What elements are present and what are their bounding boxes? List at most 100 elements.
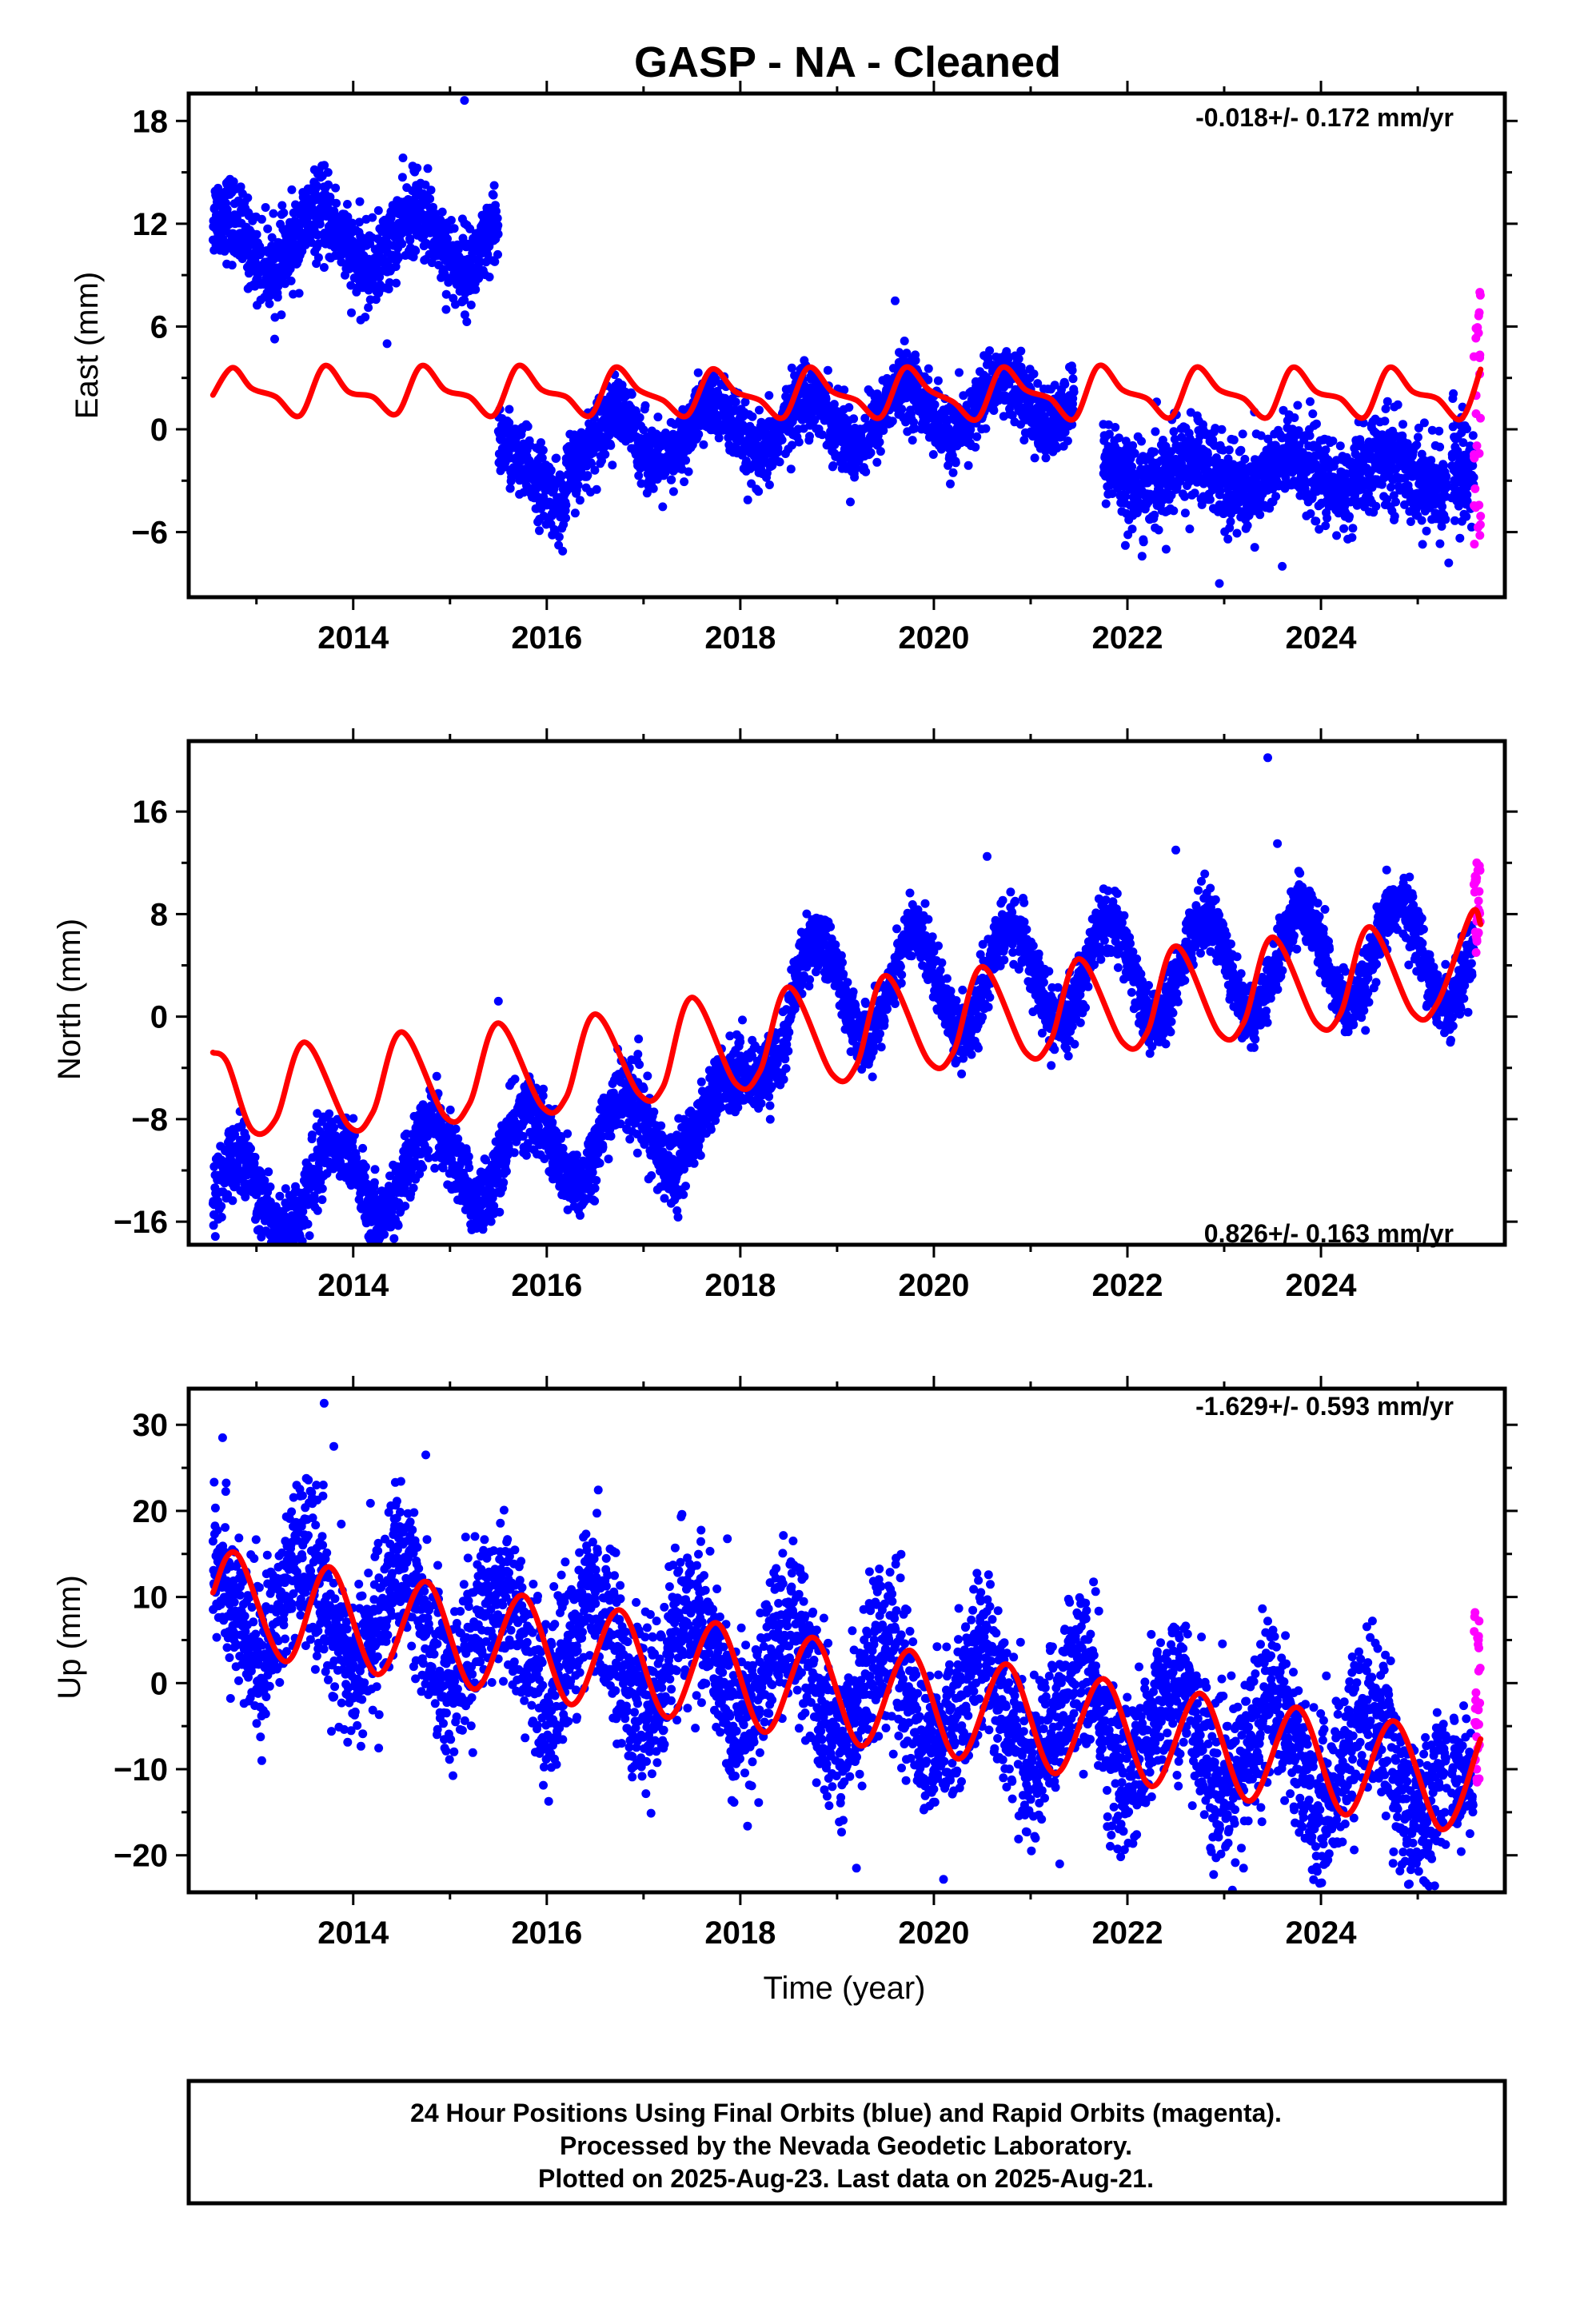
final-orbit-point — [764, 391, 773, 400]
rapid-orbit-point — [1470, 501, 1478, 510]
final-orbit-point — [1111, 423, 1119, 432]
final-orbit-point — [1418, 516, 1426, 525]
final-orbit-point — [1323, 514, 1331, 523]
final-orbit-point — [287, 185, 296, 194]
final-orbit-point — [1336, 441, 1345, 450]
final-orbit-point — [1438, 502, 1446, 511]
final-orbit-point — [1233, 529, 1242, 538]
final-orbit-point — [552, 454, 561, 463]
final-orbit-point — [427, 185, 436, 194]
final-orbit-point — [1151, 427, 1159, 436]
final-orbit-point — [667, 476, 676, 484]
final-orbit-point — [1468, 461, 1477, 470]
final-orbit-point — [1239, 429, 1247, 438]
final-orbit-point — [1293, 401, 1302, 410]
final-orbit-point — [1345, 512, 1354, 521]
final-orbit-point — [912, 356, 920, 365]
final-orbit-point — [989, 406, 998, 415]
final-orbit-point — [1382, 405, 1390, 413]
final-orbit-point — [273, 293, 282, 301]
final-orbit-point — [1137, 437, 1146, 446]
final-orbit-point — [1455, 534, 1464, 543]
final-orbit-point — [493, 221, 502, 229]
final-orbit-point — [1322, 445, 1331, 454]
final-orbit-point — [270, 335, 279, 344]
final-orbit-point — [438, 208, 447, 217]
east-axis-label: East (mm) — [70, 272, 105, 419]
final-orbit-point — [535, 526, 544, 535]
final-orbit-point — [1321, 521, 1330, 530]
final-orbit-point — [368, 213, 377, 222]
final-orbit-point — [861, 468, 870, 476]
rapid-orbit-point — [1476, 520, 1485, 529]
final-orbit-point — [277, 310, 285, 319]
final-orbit-point — [891, 297, 900, 305]
x-tick-label: 2018 — [704, 620, 776, 656]
rapid-orbit-point — [1470, 484, 1479, 493]
final-orbit-point — [583, 471, 592, 480]
final-orbit-point — [778, 436, 787, 444]
final-orbit-point — [261, 203, 270, 212]
final-orbit-point — [356, 197, 365, 206]
final-orbit-point — [364, 303, 373, 312]
final-orbit-point — [361, 313, 369, 321]
final-orbit-point — [787, 464, 796, 473]
final-orbit-point — [795, 438, 804, 447]
final-orbit-point — [634, 472, 643, 480]
final-orbit-point — [1128, 441, 1137, 450]
final-orbit-point — [347, 309, 356, 317]
final-orbit-point — [732, 397, 740, 406]
final-orbit-point — [964, 461, 973, 470]
final-orbit-point — [383, 339, 392, 348]
final-orbit-point — [211, 1232, 220, 1241]
x-tick-label: 2022 — [1091, 620, 1163, 656]
final-orbit-point — [447, 216, 456, 225]
final-orbit-point — [1138, 552, 1147, 560]
final-orbit-point — [972, 433, 981, 441]
final-orbit-point — [374, 206, 383, 215]
final-orbit-point — [1328, 436, 1337, 445]
final-orbit-point — [946, 480, 955, 488]
rapid-orbit-point — [1472, 409, 1481, 418]
final-orbit-point — [876, 447, 885, 456]
final-orbit-point — [324, 168, 333, 177]
final-orbit-point — [680, 477, 688, 486]
final-orbit-point — [699, 440, 708, 449]
final-orbit-point — [1016, 347, 1025, 356]
final-orbit-point — [888, 417, 897, 425]
final-orbit-point — [897, 405, 906, 413]
final-orbit-point — [908, 436, 917, 444]
x-tick-label: 2014 — [317, 620, 389, 656]
final-orbit-point — [1390, 512, 1399, 520]
final-orbit-point — [1308, 409, 1317, 418]
final-orbit-point — [279, 209, 288, 217]
final-orbit-point — [805, 432, 814, 440]
final-orbit-point — [1434, 427, 1443, 436]
figure-title: GASP - NA - Cleaned — [634, 38, 1061, 86]
final-orbit-point — [547, 466, 556, 475]
final-orbit-point — [1227, 517, 1235, 526]
final-orbit-point — [765, 480, 774, 489]
final-orbit-point — [971, 443, 980, 452]
final-orbit-point — [934, 377, 943, 385]
final-orbit-point — [1240, 455, 1249, 464]
final-orbit-point — [744, 496, 752, 504]
final-orbit-point — [600, 450, 609, 459]
final-orbit-point — [1449, 389, 1458, 398]
final-orbit-point — [694, 369, 703, 377]
final-orbit-point — [287, 277, 296, 285]
final-orbit-point — [1139, 537, 1148, 546]
final-orbit-point — [1251, 543, 1259, 552]
final-orbit-point — [537, 438, 545, 447]
final-orbit-point — [1102, 500, 1111, 508]
y-tick-label: −6 — [131, 516, 168, 551]
final-orbit-point — [558, 547, 567, 556]
final-orbit-point — [931, 401, 940, 409]
final-orbit-point — [320, 263, 329, 272]
final-orbit-point — [867, 448, 876, 457]
rapid-orbit-point — [1474, 352, 1482, 361]
final-orbit-point — [955, 369, 964, 377]
final-orbit-point — [331, 184, 340, 193]
final-orbit-point — [1215, 579, 1224, 588]
